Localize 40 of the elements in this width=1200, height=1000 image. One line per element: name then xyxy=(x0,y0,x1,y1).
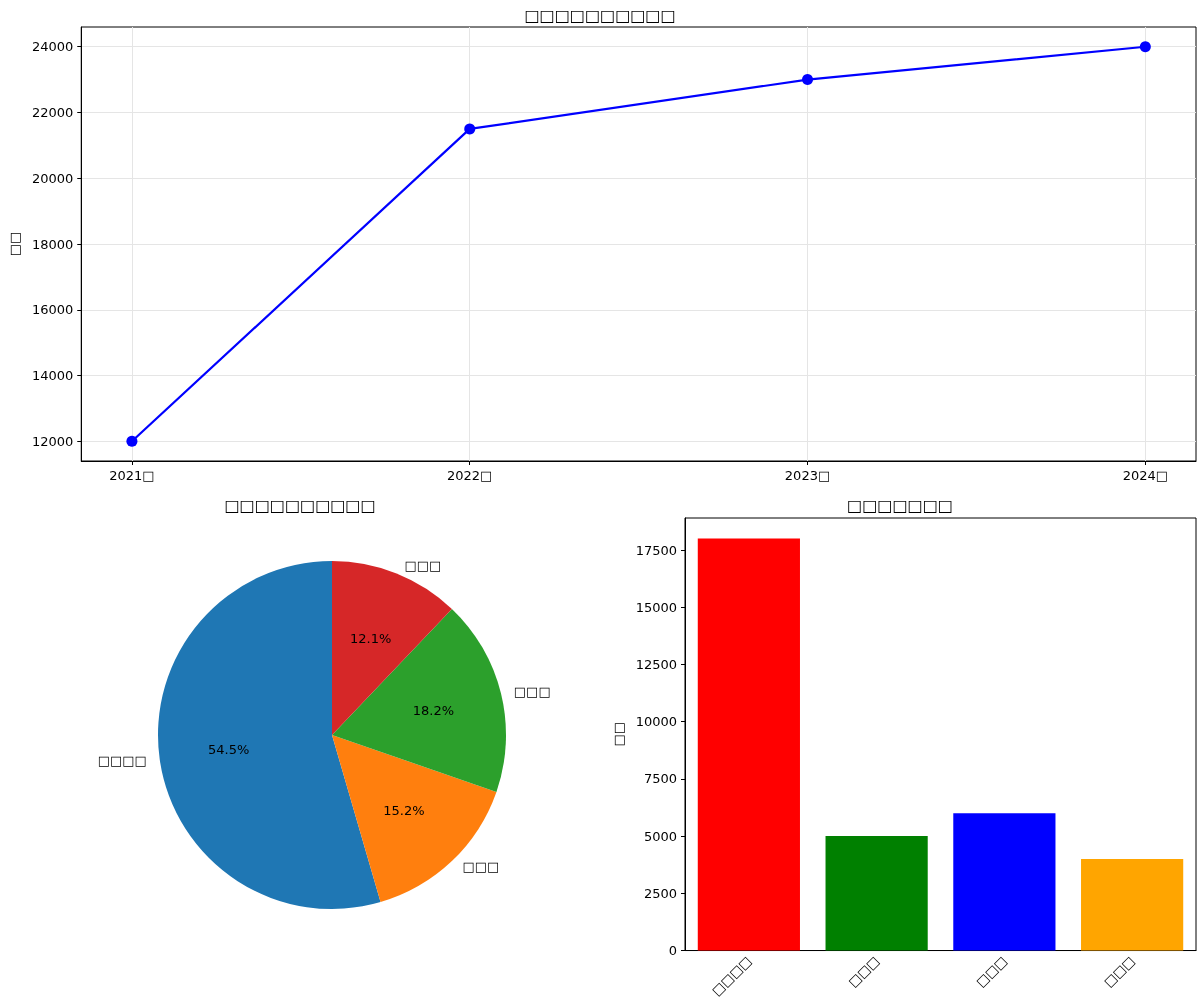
y-axis-title: □□ xyxy=(7,231,22,257)
bar xyxy=(825,836,928,951)
y-tick-label: 14000 xyxy=(31,368,74,384)
y-tick-label: 10000 xyxy=(635,714,677,730)
slice-label: □□□ xyxy=(462,859,500,875)
y-tick-label: 7500 xyxy=(643,771,677,787)
y-tick-label: 18000 xyxy=(31,236,74,252)
y-tick-label: 12000 xyxy=(31,433,74,449)
y-tick-label: 15000 xyxy=(635,599,677,615)
data-label: 12.1% xyxy=(350,630,392,646)
y-tick-label: 20000 xyxy=(31,170,74,186)
bar xyxy=(697,538,800,951)
data-label: 54.5% xyxy=(207,742,250,758)
y-tick-label: 0 xyxy=(668,943,677,959)
x-tick-label: 2024□ xyxy=(1122,468,1169,483)
point xyxy=(802,74,814,86)
y-tick-label: 22000 xyxy=(31,104,74,120)
y-axis-title: □□ xyxy=(610,721,626,747)
chart-title: □□□□□□□ xyxy=(847,495,953,515)
data-label: 18.2% xyxy=(412,702,455,718)
y-tick-label: 2500 xyxy=(643,885,677,901)
y-tick-label: 17500 xyxy=(635,542,677,558)
y-tick-label: 5000 xyxy=(643,828,677,844)
chart-title: □□□□□□□□□□ xyxy=(524,5,676,25)
x-tick-label: 2021□ xyxy=(109,468,155,483)
chart-title: □□□□□□□□□□ xyxy=(224,495,376,515)
point xyxy=(464,123,476,135)
point xyxy=(126,435,138,447)
y-tick-label: 16000 xyxy=(31,302,74,318)
y-tick-label: 12500 xyxy=(635,656,677,672)
data-label: 15.2% xyxy=(383,803,425,819)
slice-label: □□□ xyxy=(404,558,442,574)
slice-label: □□□□ xyxy=(97,753,147,769)
y-tick-label: 24000 xyxy=(31,39,74,55)
bar xyxy=(1081,859,1184,951)
point xyxy=(1139,41,1151,53)
x-tick-label: 2023□ xyxy=(784,468,831,483)
bar xyxy=(953,813,1056,951)
slice-label: □□□ xyxy=(513,684,551,700)
x-tick-label: 2022□ xyxy=(447,468,493,483)
